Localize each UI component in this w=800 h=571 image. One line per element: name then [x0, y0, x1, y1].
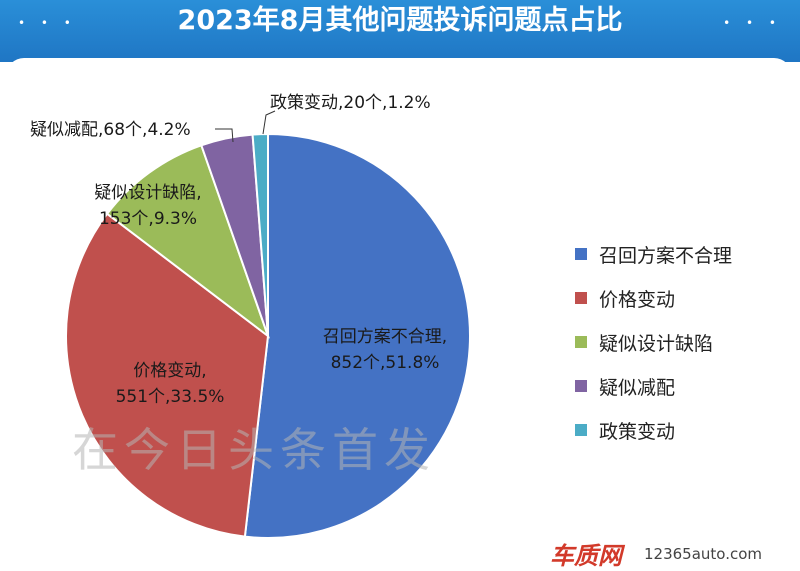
legend-swatch [575, 380, 587, 392]
header-dots-left: • • • [18, 16, 77, 30]
footer-url: 12365auto.com [644, 545, 763, 563]
leader-line-policy [262, 110, 276, 135]
data-label-design-line2: 153个,9.3% [99, 209, 197, 229]
legend-label: 疑似设计缺陷 [599, 332, 714, 355]
pie-slice-recall [243, 132, 471, 539]
header-dots-right: • • • [723, 16, 782, 30]
watermark: 在今日头条首发 [72, 423, 436, 477]
legend-item-price: 价格变动 [575, 276, 785, 320]
legend-item-policy: 政策变动 [575, 408, 785, 452]
data-label-price-line1: 价格变动, [133, 361, 206, 381]
footer-logo: 车质网 [550, 542, 622, 570]
legend-swatch [575, 336, 587, 348]
legend: 召回方案不合理 价格变动疑似设计缺陷 疑似减配政策变动 [575, 232, 785, 452]
data-label-reduce: 疑似减配,68个,4.2% [30, 120, 191, 140]
legend-swatch [575, 248, 587, 260]
leader-line-reduce [215, 128, 234, 143]
data-label-recall-line2: 852个,51.8% [331, 353, 440, 373]
pie-slice-price [65, 212, 270, 538]
legend-swatch [575, 424, 587, 436]
legend-item-reduce: 疑似减配 [575, 364, 785, 408]
data-label-policy: 政策变动,20个,1.2% [270, 93, 431, 113]
legend-label: 政策变动 [599, 420, 676, 443]
legend-label: 价格变动 [599, 288, 676, 311]
legend-label: 召回方案不合理 [599, 244, 733, 267]
legend-swatch [575, 292, 587, 304]
data-label-price-line2: 551个,33.5% [116, 387, 225, 407]
chart-title: 2023年8月其他问题投诉问题点占比 [177, 5, 623, 36]
data-label-recall-line1: 召回方案不合理, [323, 327, 447, 347]
pie-slice-design [105, 144, 271, 339]
pie-slice-policy [251, 132, 269, 337]
legend-label: 疑似减配 [599, 376, 676, 399]
data-label-design-line1: 疑似设计缺陷, [94, 183, 201, 203]
legend-item-recall: 召回方案不合理 [575, 232, 785, 276]
chart-header: • • • 2023年8月其他问题投诉问题点占比 • • • [0, 0, 800, 62]
legend-item-design: 疑似设计缺陷 [575, 320, 785, 364]
